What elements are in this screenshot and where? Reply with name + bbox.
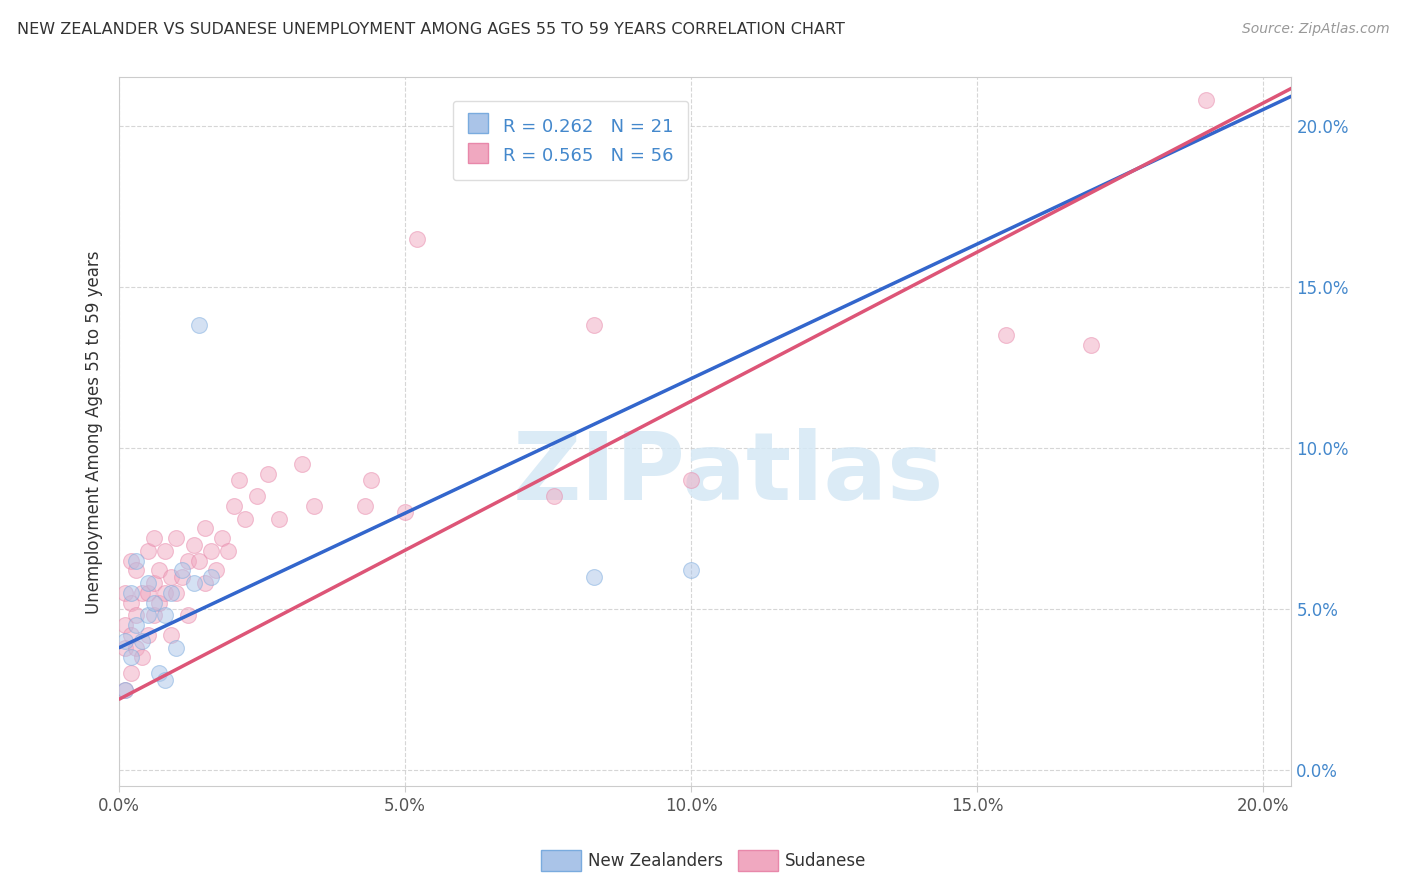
- Point: [172, 563, 194, 577]
- Point: [194, 576, 217, 591]
- Point: [136, 544, 159, 558]
- Point: [1195, 93, 1218, 107]
- Point: [120, 554, 142, 568]
- Point: [233, 512, 256, 526]
- Point: [994, 328, 1017, 343]
- Point: [360, 473, 382, 487]
- Point: [125, 618, 148, 632]
- Point: [394, 505, 416, 519]
- Point: [582, 570, 605, 584]
- Point: [120, 628, 142, 642]
- Point: [159, 570, 181, 584]
- Point: [142, 608, 165, 623]
- Point: [354, 499, 377, 513]
- Point: [159, 628, 181, 642]
- Point: [302, 499, 325, 513]
- Point: [200, 570, 222, 584]
- Point: [172, 570, 194, 584]
- Point: [142, 595, 165, 609]
- Point: [125, 554, 148, 568]
- Point: [1080, 338, 1102, 352]
- Text: ZIPatlas: ZIPatlas: [513, 428, 945, 520]
- Point: [114, 634, 136, 648]
- Point: [120, 650, 142, 665]
- Point: [125, 563, 148, 577]
- Legend: R = 0.262   N = 21, R = 0.565   N = 56: R = 0.262 N = 21, R = 0.565 N = 56: [453, 101, 689, 180]
- Point: [228, 473, 250, 487]
- Point: [205, 563, 228, 577]
- Point: [188, 318, 211, 333]
- Point: [114, 682, 136, 697]
- Point: [125, 608, 148, 623]
- Point: [269, 512, 291, 526]
- Point: [136, 586, 159, 600]
- Point: [183, 537, 205, 551]
- Point: [405, 231, 427, 245]
- Point: [211, 531, 233, 545]
- Point: [153, 544, 176, 558]
- Point: [153, 586, 176, 600]
- Point: [200, 544, 222, 558]
- Text: Source: ZipAtlas.com: Source: ZipAtlas.com: [1241, 22, 1389, 37]
- Point: [183, 576, 205, 591]
- Point: [165, 586, 187, 600]
- Point: [120, 586, 142, 600]
- Point: [188, 554, 211, 568]
- Point: [114, 618, 136, 632]
- Point: [543, 489, 565, 503]
- Point: [136, 608, 159, 623]
- Point: [153, 608, 176, 623]
- Point: [131, 586, 153, 600]
- Text: Sudanese: Sudanese: [785, 852, 866, 870]
- Point: [120, 666, 142, 681]
- Point: [114, 586, 136, 600]
- Point: [153, 673, 176, 687]
- Point: [136, 576, 159, 591]
- Point: [222, 499, 245, 513]
- Point: [148, 563, 170, 577]
- Point: [681, 563, 703, 577]
- Point: [245, 489, 267, 503]
- Point: [291, 457, 314, 471]
- Point: [217, 544, 239, 558]
- Point: [142, 531, 165, 545]
- Point: [142, 576, 165, 591]
- Y-axis label: Unemployment Among Ages 55 to 59 years: Unemployment Among Ages 55 to 59 years: [86, 250, 103, 614]
- Point: [131, 650, 153, 665]
- Point: [114, 640, 136, 655]
- Point: [120, 595, 142, 609]
- Point: [257, 467, 280, 481]
- Point: [681, 473, 703, 487]
- Point: [148, 666, 170, 681]
- Point: [165, 640, 187, 655]
- Point: [148, 595, 170, 609]
- Point: [114, 682, 136, 697]
- Point: [177, 608, 200, 623]
- Text: NEW ZEALANDER VS SUDANESE UNEMPLOYMENT AMONG AGES 55 TO 59 YEARS CORRELATION CHA: NEW ZEALANDER VS SUDANESE UNEMPLOYMENT A…: [17, 22, 845, 37]
- Point: [582, 318, 605, 333]
- Point: [159, 586, 181, 600]
- Point: [177, 554, 200, 568]
- Point: [131, 634, 153, 648]
- Point: [125, 640, 148, 655]
- Point: [165, 531, 187, 545]
- Point: [194, 521, 217, 535]
- Text: New Zealanders: New Zealanders: [588, 852, 723, 870]
- Point: [136, 628, 159, 642]
